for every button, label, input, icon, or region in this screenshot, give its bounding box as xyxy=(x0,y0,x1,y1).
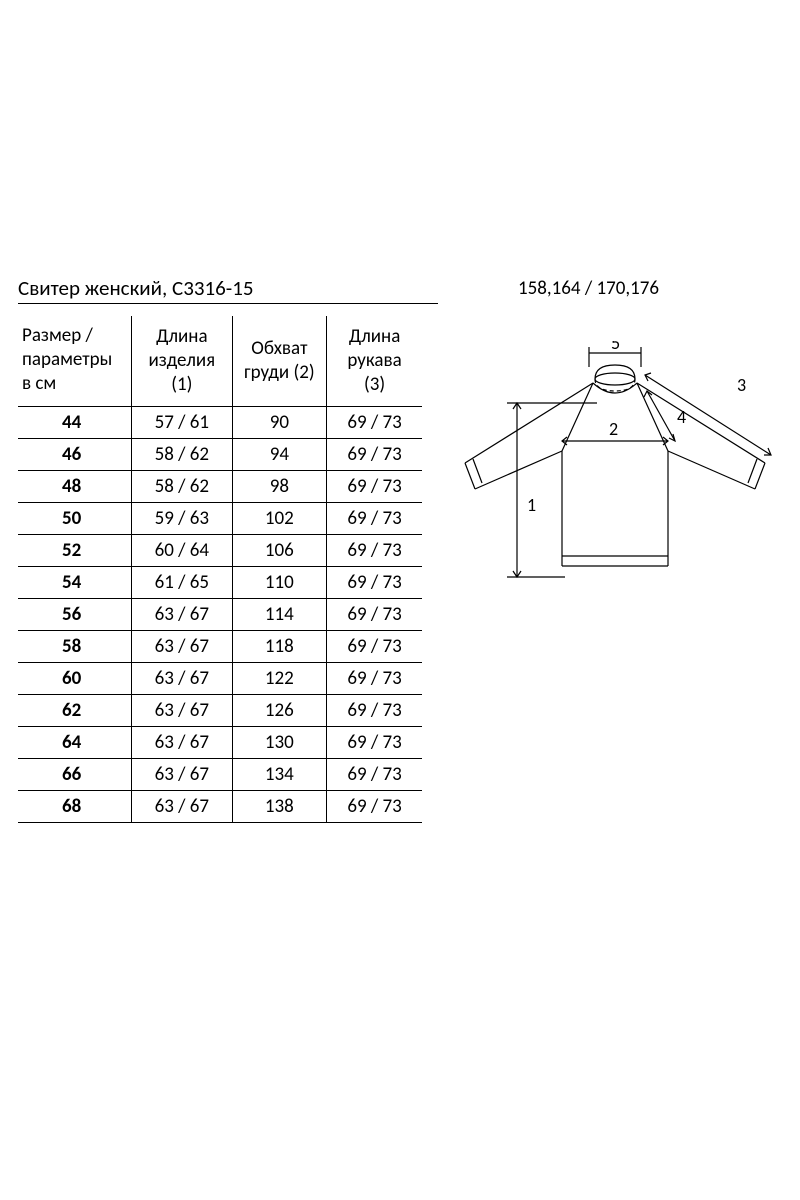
size-cell: 60 xyxy=(18,663,132,695)
dim-label-3: 3 xyxy=(737,374,746,396)
size-cell: 62 xyxy=(18,695,132,727)
table-row: 5260 / 6410669 / 73 xyxy=(18,535,422,567)
table-row: 6663 / 6713469 / 73 xyxy=(18,759,422,791)
value-cell: 114 xyxy=(232,599,327,631)
value-cell: 58 / 62 xyxy=(132,471,232,503)
table-row: 6063 / 6712269 / 73 xyxy=(18,663,422,695)
dim-label-1: 1 xyxy=(527,494,536,516)
collar-outer xyxy=(595,365,635,379)
sleeve-right-cuff xyxy=(755,463,765,489)
size-cell: 58 xyxy=(18,631,132,663)
table-row: 4658 / 629469 / 73 xyxy=(18,439,422,471)
value-cell: 122 xyxy=(232,663,327,695)
value-cell: 69 / 73 xyxy=(327,791,422,823)
value-cell: 69 / 73 xyxy=(327,503,422,535)
table-row: 5663 / 6711469 / 73 xyxy=(18,599,422,631)
value-cell: 63 / 67 xyxy=(132,791,232,823)
col-header-sleeve: Длинарукава (3) xyxy=(327,316,422,407)
value-cell: 126 xyxy=(232,695,327,727)
size-cell: 64 xyxy=(18,727,132,759)
size-table: Размер /параметрыв см Длинаизделия(1) Об… xyxy=(18,316,422,823)
value-cell: 118 xyxy=(232,631,327,663)
product-title: Свитер женский, С3316-15 xyxy=(18,275,438,304)
value-cell: 57 / 61 xyxy=(132,407,232,439)
main-row: Размер /параметрыв см Длинаизделия(1) Об… xyxy=(18,316,782,823)
size-table-head: Размер /параметрыв см Длинаизделия(1) Об… xyxy=(18,316,422,407)
value-cell: 59 / 63 xyxy=(132,503,232,535)
value-cell: 69 / 73 xyxy=(327,407,422,439)
sleeve-left-bottom xyxy=(475,451,562,489)
value-cell: 60 / 64 xyxy=(132,535,232,567)
size-table-body: 4457 / 619069 / 734658 / 629469 / 734858… xyxy=(18,407,422,823)
value-cell: 134 xyxy=(232,759,327,791)
value-cell: 69 / 73 xyxy=(327,535,422,567)
sweater-diagram-svg: 1 2 3 4 5 xyxy=(447,341,782,601)
value-cell: 110 xyxy=(232,567,327,599)
value-cell: 69 / 73 xyxy=(327,567,422,599)
height-range-label: 158,164 / 170,176 xyxy=(518,277,659,304)
sleeve-left-top xyxy=(465,383,593,463)
value-cell: 69 / 73 xyxy=(327,759,422,791)
size-cell: 50 xyxy=(18,503,132,535)
value-cell: 102 xyxy=(232,503,327,535)
value-cell: 63 / 67 xyxy=(132,695,232,727)
size-cell: 54 xyxy=(18,567,132,599)
table-row: 5461 / 6511069 / 73 xyxy=(18,567,422,599)
value-cell: 58 / 62 xyxy=(132,439,232,471)
size-cell: 68 xyxy=(18,791,132,823)
value-cell: 69 / 73 xyxy=(327,439,422,471)
size-table-header-row: Размер /параметрыв см Длинаизделия(1) Об… xyxy=(18,316,422,407)
table-row: 6863 / 6713869 / 73 xyxy=(18,791,422,823)
value-cell: 63 / 67 xyxy=(132,727,232,759)
value-cell: 69 / 73 xyxy=(327,631,422,663)
table-row: 6263 / 6712669 / 73 xyxy=(18,695,422,727)
size-cell: 46 xyxy=(18,439,132,471)
value-cell: 138 xyxy=(232,791,327,823)
size-cell: 48 xyxy=(18,471,132,503)
col-header-chest: Обхватгруди (2) xyxy=(232,316,327,407)
value-cell: 106 xyxy=(232,535,327,567)
value-cell: 90 xyxy=(232,407,327,439)
value-cell: 63 / 67 xyxy=(132,759,232,791)
table-row: 4858 / 629869 / 73 xyxy=(18,471,422,503)
size-cell: 52 xyxy=(18,535,132,567)
size-cell: 56 xyxy=(18,599,132,631)
value-cell: 69 / 73 xyxy=(327,471,422,503)
header-row: Свитер женский, С3316-15 158,164 / 170,1… xyxy=(18,275,782,304)
col-header-size: Размер /параметрыв см xyxy=(18,316,132,407)
table-row: 5863 / 6711869 / 73 xyxy=(18,631,422,663)
value-cell: 69 / 73 xyxy=(327,599,422,631)
value-cell: 63 / 67 xyxy=(132,631,232,663)
table-row: 4457 / 619069 / 73 xyxy=(18,407,422,439)
sleeve-left-cuff-rib xyxy=(473,459,482,483)
value-cell: 61 / 65 xyxy=(132,567,232,599)
sleeve-right-cuff-rib xyxy=(748,459,757,483)
value-cell: 69 / 73 xyxy=(327,663,422,695)
size-cell: 66 xyxy=(18,759,132,791)
value-cell: 130 xyxy=(232,727,327,759)
table-row: 6463 / 6713069 / 73 xyxy=(18,727,422,759)
sleeve-left-cuff xyxy=(465,463,475,489)
value-cell: 63 / 67 xyxy=(132,599,232,631)
sweater-diagram: 1 2 3 4 5 xyxy=(447,341,782,606)
value-cell: 98 xyxy=(232,471,327,503)
size-cell: 44 xyxy=(18,407,132,439)
page: Свитер женский, С3316-15 158,164 / 170,1… xyxy=(0,0,800,1200)
dim-label-4: 4 xyxy=(677,406,686,428)
table-row: 5059 / 6310269 / 73 xyxy=(18,503,422,535)
content-area: Свитер женский, С3316-15 158,164 / 170,1… xyxy=(18,275,782,823)
value-cell: 69 / 73 xyxy=(327,727,422,759)
value-cell: 69 / 73 xyxy=(327,695,422,727)
value-cell: 94 xyxy=(232,439,327,471)
value-cell: 63 / 67 xyxy=(132,663,232,695)
dim-label-2: 2 xyxy=(609,418,618,440)
sleeve-right-bottom xyxy=(668,451,755,489)
dim-label-5: 5 xyxy=(611,341,620,354)
collar-top xyxy=(595,373,635,385)
col-header-length: Длинаизделия(1) xyxy=(132,316,232,407)
